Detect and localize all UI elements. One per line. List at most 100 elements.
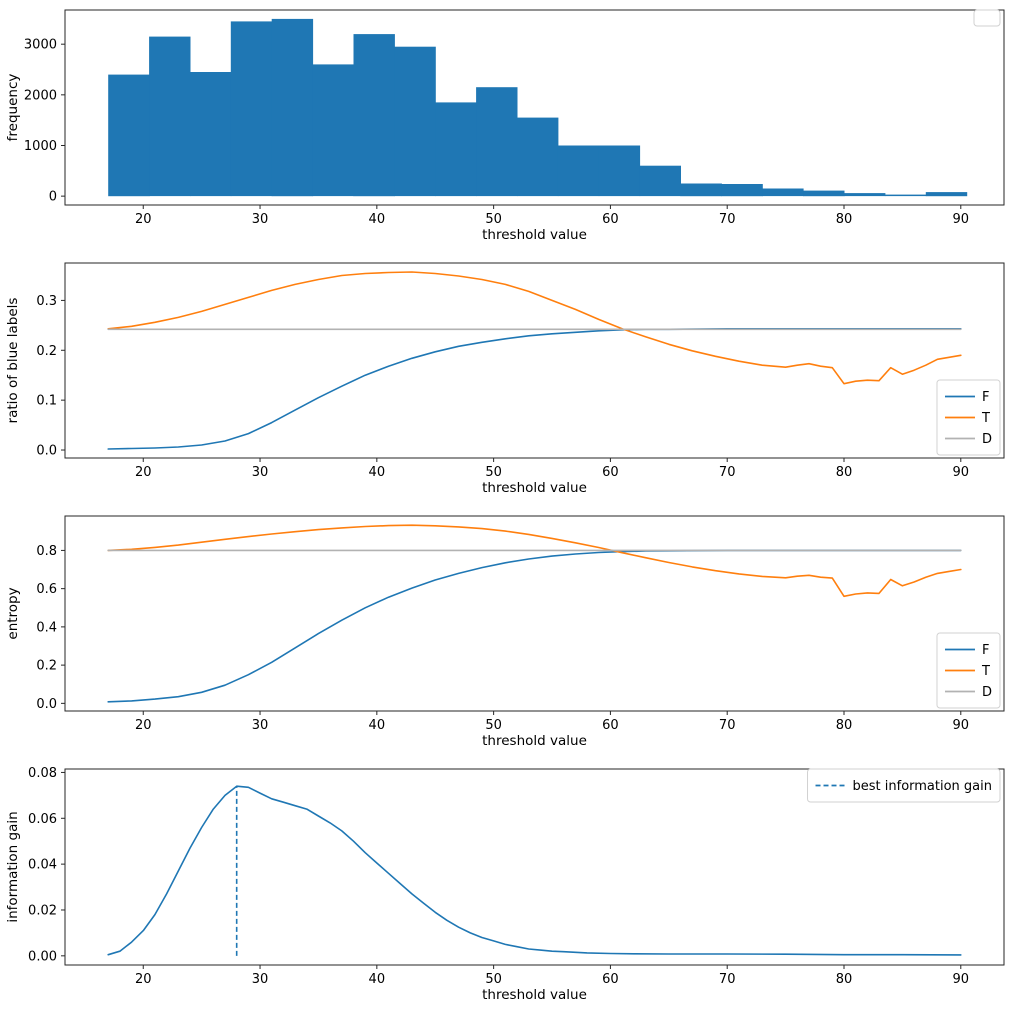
chart-svg-3: 20 30 40 50 60 70 80 90 0.00 0.02 0.04 0.06 0.08 thre… xyxy=(5,766,1005,1003)
y-tick-label: 0.8 xyxy=(36,544,57,559)
entropy-subplot: 20 30 40 50 60 70 80 90 0.0 0.2 0.4 0.6 0.8 threshold… xyxy=(0,506,1012,759)
y-tick-label: 0.00 xyxy=(28,949,57,964)
chart-svg-2: 20 30 40 50 60 70 80 90 0.0 0.2 0.4 0.6 0.8 threshold… xyxy=(5,515,1005,749)
x-tick-label: 40 xyxy=(369,718,386,733)
y-tick-label: 0.0 xyxy=(36,697,57,712)
y-tick-label: 0.02 xyxy=(28,903,57,918)
y-axis-label: frequency xyxy=(5,74,21,142)
plot-area xyxy=(107,524,962,703)
hist-bar xyxy=(394,46,436,197)
x-axis-label: threshold value xyxy=(482,987,587,1003)
legend-label: T xyxy=(981,664,990,679)
x-tick-label: 70 xyxy=(719,212,736,227)
x-tick-label: 20 xyxy=(135,972,152,987)
x-tick-label: 90 xyxy=(953,718,970,733)
x-tick-label: 80 xyxy=(836,972,853,987)
chart-svg-0: 20 30 40 50 60 70 80 90 0 1000 2000 3000 threshold v… xyxy=(5,9,1005,243)
information-gain-subplot: 20 30 40 50 60 70 80 90 0.00 0.02 0.04 0.06 0.08 thre… xyxy=(0,759,1012,1013)
hist-bar xyxy=(312,64,354,197)
legend-label: D xyxy=(982,432,992,447)
x-axis-label: threshold value xyxy=(482,480,587,496)
x-tick-label: 90 xyxy=(953,972,970,987)
plot-area xyxy=(108,18,968,197)
ratio-of-blue-labels-subplot: 20 30 40 50 60 70 80 90 0.0 0.1 0.2 0.3 threshold va… xyxy=(0,253,1012,506)
y-tick-label: 2000 xyxy=(24,88,57,103)
hist-bar xyxy=(639,165,681,197)
y-tick-label: 0.0 xyxy=(36,444,57,459)
histogram-frequency-subplot: 20 30 40 50 60 70 80 90 0 1000 2000 3000 threshold v… xyxy=(0,0,1012,253)
x-tick-label: 50 xyxy=(485,465,502,480)
legend-box xyxy=(807,768,1001,803)
hist-bar xyxy=(353,34,395,197)
legend xyxy=(973,9,1001,27)
hist-bar xyxy=(271,18,314,197)
hist-bar xyxy=(598,145,641,197)
hist-bar xyxy=(762,188,804,197)
series-line-information-gain xyxy=(107,785,962,956)
y-tick-label: 0 xyxy=(49,190,57,205)
x-tick-label: 50 xyxy=(485,718,502,733)
series-line-T xyxy=(107,524,962,598)
x-tick-label: 20 xyxy=(135,718,152,733)
x-tick-label: 80 xyxy=(836,465,853,480)
x-tick-label: 40 xyxy=(369,212,386,227)
x-tick-label: 80 xyxy=(836,718,853,733)
x-tick-label: 30 xyxy=(252,212,269,227)
x-tick-label: 50 xyxy=(485,972,502,987)
y-tick-label: 0.3 xyxy=(36,294,57,309)
legend: FTD xyxy=(936,379,1001,456)
x-tick-label: 80 xyxy=(836,212,853,227)
hist-bar xyxy=(476,87,518,197)
x-tick-label: 60 xyxy=(602,465,619,480)
plot-area xyxy=(107,271,962,450)
x-tick-label: 60 xyxy=(602,718,619,733)
y-tick-label: 0.6 xyxy=(36,582,57,597)
series-line-T xyxy=(107,271,962,385)
y-tick-label: 0.08 xyxy=(28,766,57,781)
x-tick-label: 70 xyxy=(719,465,736,480)
hist-bar xyxy=(844,193,886,197)
x-tick-label: 90 xyxy=(953,212,970,227)
y-axis-label: entropy xyxy=(5,587,21,639)
legend-label: T xyxy=(981,411,990,426)
hist-bar xyxy=(884,194,927,197)
chart-svg-1: 20 30 40 50 60 70 80 90 0.0 0.1 0.2 0.3 threshold va… xyxy=(5,262,1005,496)
x-tick-label: 20 xyxy=(135,212,152,227)
x-tick-label: 30 xyxy=(252,465,269,480)
y-tick-label: 0.2 xyxy=(36,344,57,359)
hist-bar xyxy=(680,183,722,197)
x-tick-label: 30 xyxy=(252,718,269,733)
legend-label: best information gain xyxy=(853,779,992,794)
legend: FTD xyxy=(936,632,1001,709)
series-line-F xyxy=(107,549,962,703)
axes-frame xyxy=(64,262,1005,459)
hist-bar xyxy=(230,21,273,197)
y-tick-label: 1000 xyxy=(24,139,57,154)
x-tick-label: 40 xyxy=(369,972,386,987)
legend-box xyxy=(973,9,1001,27)
hist-bar xyxy=(721,184,763,197)
plot-area xyxy=(107,785,962,956)
axes-frame xyxy=(64,768,1005,966)
x-tick-label: 70 xyxy=(719,718,736,733)
legend-label: F xyxy=(982,390,989,405)
x-axis-label: threshold value xyxy=(482,733,587,749)
hist-bar xyxy=(149,36,191,197)
x-tick-label: 70 xyxy=(719,972,736,987)
legend-label: D xyxy=(982,685,992,700)
y-tick-label: 3000 xyxy=(24,38,57,53)
hist-bar xyxy=(435,102,477,197)
y-tick-label: 0.06 xyxy=(28,812,57,827)
y-tick-label: 0.1 xyxy=(36,394,57,409)
x-tick-label: 90 xyxy=(953,465,970,480)
hist-bar xyxy=(925,192,968,197)
hist-bar xyxy=(517,117,559,197)
y-tick-label: 0.04 xyxy=(28,858,57,873)
axes-frame xyxy=(64,9,1005,206)
x-axis-label: threshold value xyxy=(482,227,587,243)
x-tick-label: 30 xyxy=(252,972,269,987)
legend-label: F xyxy=(982,643,989,658)
legend: best information gain xyxy=(807,768,1001,803)
x-tick-label: 60 xyxy=(602,972,619,987)
